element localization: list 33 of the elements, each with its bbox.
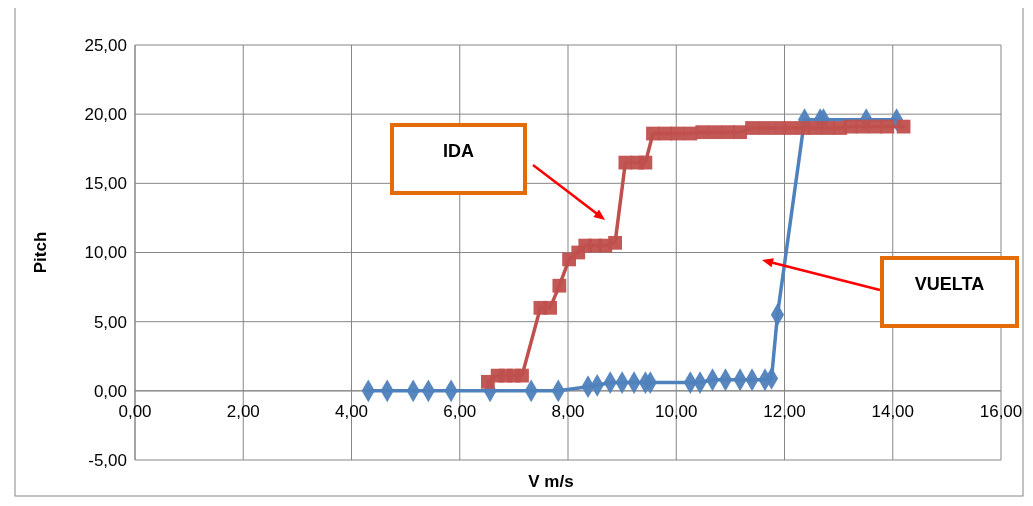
y-tick-label: 10,00 [84, 243, 127, 263]
y-tick-label: -5,00 [88, 450, 127, 470]
y-tick-label: 0,00 [93, 381, 127, 401]
point [855, 119, 870, 134]
y-axis-title: Pitch [31, 231, 50, 274]
annotation: VUELTA [914, 274, 985, 295]
point [783, 121, 798, 135]
y-tick-label: 25,00 [84, 35, 127, 55]
point [880, 119, 895, 134]
point [515, 368, 529, 383]
x-tick-label: 6,00 [443, 401, 477, 421]
point [695, 125, 710, 140]
x-tick-label: 8,00 [551, 401, 585, 421]
annotation: IDA [443, 141, 474, 162]
x-axis-title: V m/s [528, 472, 574, 491]
point [745, 121, 759, 135]
x-tick-label: 14,00 [871, 401, 915, 421]
x-tick-label: 12,00 [763, 401, 806, 421]
point [808, 121, 823, 135]
x-tick-label: 4,00 [334, 401, 369, 421]
point [708, 125, 723, 140]
x-tick-label: 0,00 [118, 401, 152, 421]
point [552, 278, 567, 293]
point [896, 119, 911, 134]
x-tick-label: 2,00 [226, 401, 260, 421]
x-tick-label: 10,00 [654, 401, 698, 421]
point [608, 235, 622, 250]
y-tick-label: 20,00 [84, 105, 127, 125]
point [543, 300, 558, 315]
y-tick-label: 5,00 [93, 312, 127, 332]
x-tick-label: 16,00 [979, 401, 1023, 421]
y-tick-label: 15,00 [84, 174, 127, 194]
point [758, 121, 772, 135]
